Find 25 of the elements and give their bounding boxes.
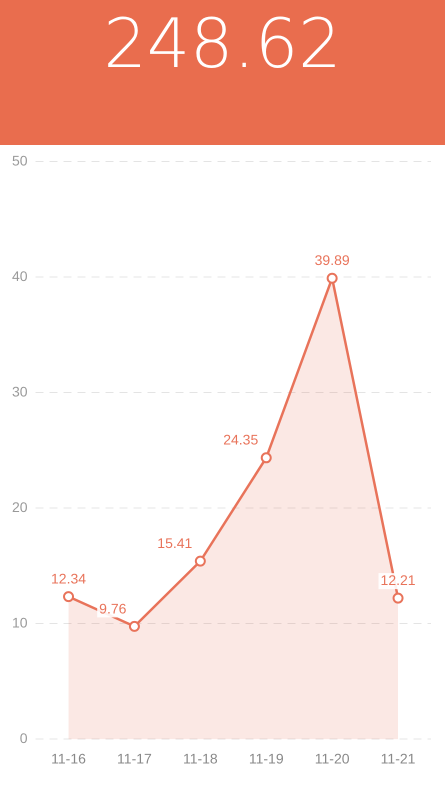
y-tick-label: 40 bbox=[12, 268, 28, 284]
x-tick-label: 11-17 bbox=[117, 750, 152, 766]
data-label: 15.41 bbox=[157, 534, 193, 551]
y-tick-label: 0 bbox=[20, 730, 28, 746]
x-tick-label: 11-18 bbox=[182, 750, 218, 766]
data-label: 12.21 bbox=[380, 572, 416, 588]
point bbox=[326, 272, 338, 284]
data-label: 12.34 bbox=[51, 570, 86, 586]
point bbox=[260, 452, 272, 464]
y-tick-label: 30 bbox=[12, 383, 28, 400]
x-tick-label: 11-21 bbox=[380, 750, 416, 766]
x-tick-label: 11-16 bbox=[51, 750, 86, 766]
point bbox=[63, 591, 74, 602]
x-tick-label: 11-19 bbox=[248, 750, 284, 766]
x-tick-label: 11-20 bbox=[314, 750, 350, 766]
point bbox=[194, 556, 206, 567]
data-label: 24.35 bbox=[223, 432, 258, 448]
data-label: 39.89 bbox=[314, 252, 350, 268]
point bbox=[392, 592, 404, 604]
data-label: 9.76 bbox=[99, 600, 127, 616]
y-tick-label: 50 bbox=[12, 152, 28, 168]
point bbox=[128, 620, 140, 632]
y-tick-label: 20 bbox=[12, 498, 28, 515]
y-tick-label: 10 bbox=[12, 614, 28, 630]
chart-title: 248.62 bbox=[0, 0, 445, 145]
